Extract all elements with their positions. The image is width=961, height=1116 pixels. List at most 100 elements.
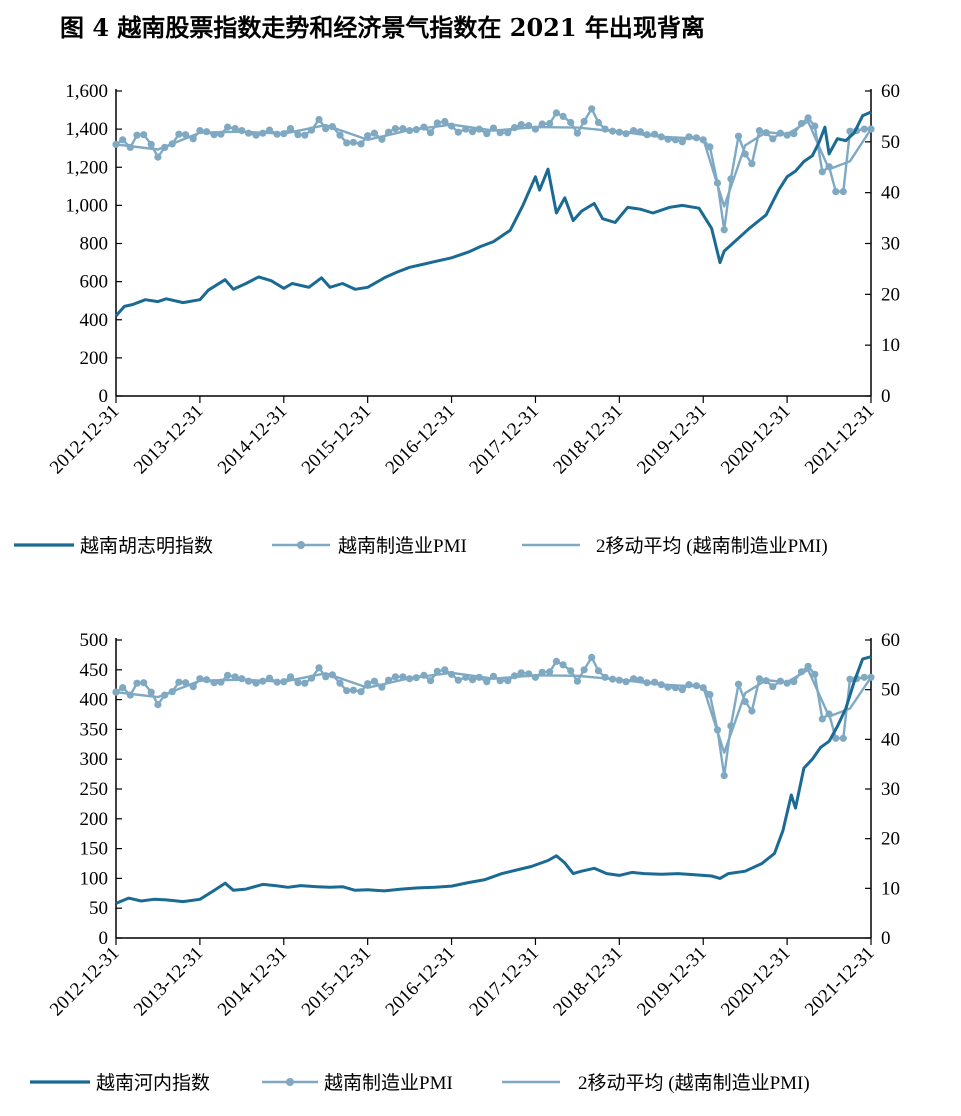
pmi-point [846, 675, 854, 683]
left-tick-label: 200 [80, 348, 109, 369]
pmi-point [385, 128, 393, 136]
pmi-point [651, 130, 659, 138]
left-tick-label: 100 [80, 868, 109, 889]
pmi-point [832, 734, 840, 742]
pmi-point [504, 129, 512, 137]
pmi-point [797, 119, 806, 128]
pmi-point [552, 657, 561, 665]
pmi-point [210, 679, 218, 687]
x-tick-label: 2018-12-31 [549, 943, 627, 1021]
pmi-point [839, 188, 847, 196]
pmi-point [412, 126, 420, 134]
pmi-point [818, 168, 826, 176]
pmi-point [203, 128, 211, 136]
pmi-point [860, 125, 868, 133]
right-tick-label: 20 [881, 829, 900, 850]
pmi-point [489, 124, 498, 132]
pmi-point [294, 131, 302, 139]
pmi-point [609, 675, 617, 683]
pmi-point [720, 226, 728, 234]
left-tick-label: 1,000 [65, 195, 108, 216]
pmi-point [294, 679, 302, 687]
legend-label: 2移动平均 (越南制造业PMI) [578, 1072, 810, 1094]
pmi-point [811, 122, 819, 130]
left-tick-label: 250 [80, 779, 109, 800]
pmi-point [224, 671, 232, 679]
pmi-point [699, 684, 707, 692]
x-tick-label: 2016-12-31 [382, 943, 460, 1021]
right-tick-label: 10 [881, 335, 900, 356]
pmi-point [322, 673, 330, 681]
right-tick-label: 0 [881, 386, 891, 407]
pmi-point [783, 131, 791, 139]
pmi-point [804, 662, 812, 670]
pmi-point [328, 123, 336, 131]
pmi-point [546, 119, 554, 128]
pmi-point [412, 674, 420, 682]
x-tick-label: 2014-12-31 [214, 401, 292, 479]
pmi-point [315, 664, 323, 672]
right-tick-label: 20 [881, 284, 900, 305]
pmi-point [301, 131, 309, 139]
pmi-point [671, 684, 680, 692]
pmi-point [427, 129, 435, 137]
pmi-point [762, 677, 770, 685]
x-tick-label: 2013-12-31 [130, 943, 208, 1021]
pmi-point [588, 653, 596, 661]
pmi-point [496, 129, 504, 137]
pmi-point [755, 675, 764, 683]
pmi-point [601, 125, 609, 133]
right-tick-label: 50 [881, 132, 900, 153]
pmi-point [630, 675, 638, 683]
left-tick-label: 1,400 [65, 119, 108, 140]
pmi-point [720, 772, 728, 780]
pmi-point [343, 687, 351, 695]
pmi-point [307, 674, 316, 682]
pmi-point [441, 117, 449, 126]
pmi-point [433, 667, 441, 675]
pmi-point [203, 676, 211, 684]
pmi-point [860, 673, 868, 681]
pmi-point [364, 680, 372, 688]
pmi-point [783, 679, 791, 687]
pmi-point [448, 670, 456, 678]
pmi-point [609, 127, 617, 135]
left-tick-label: 300 [80, 749, 109, 770]
pmi-point [259, 129, 267, 137]
pmi-point [811, 670, 819, 678]
pmi-point [273, 678, 281, 686]
pmi-point [790, 678, 798, 686]
pmi-point [378, 683, 386, 691]
pmi-point [657, 681, 665, 689]
series-line-stock-index [115, 655, 872, 905]
pmi-point [748, 160, 756, 168]
left-tick-label: 800 [80, 234, 109, 255]
pmi-point [357, 140, 365, 148]
pmi-point [217, 130, 225, 138]
x-tick-label: 2021-12-31 [801, 943, 879, 1021]
pmi-point [692, 134, 701, 142]
legend-label: 越南制造业PMI [338, 535, 467, 557]
x-tick-label: 2012-12-31 [46, 943, 124, 1021]
pmi-point [489, 672, 498, 680]
x-tick-label: 2018-12-31 [549, 401, 627, 479]
pmi-point [406, 127, 414, 135]
pmi-point [531, 673, 540, 681]
pmi-point [525, 670, 533, 678]
legend-marker [297, 541, 305, 549]
legend: 越南河内指数 越南制造业PMI 2移动平均 (越南制造业PMI) [30, 1072, 810, 1094]
pmi-point [420, 671, 428, 679]
pmi-point [244, 129, 253, 137]
pmi-point [231, 125, 239, 133]
hcm-index-chart: 0 200 400 600 800 1,000 1,200 1,400 1,600 0 10 20 30… [14, 81, 900, 557]
pmi-point [238, 675, 246, 683]
pmi-point [483, 678, 491, 686]
legend-label: 2移动平均 (越南制造业PMI) [596, 535, 828, 557]
pmi-point [594, 118, 603, 127]
left-tick-label: 350 [80, 719, 109, 740]
pmi-point [475, 673, 483, 681]
pmi-point [286, 673, 295, 681]
pmi-point [280, 130, 288, 138]
x-tick-label: 2017-12-31 [465, 943, 543, 1021]
pmi-point [678, 138, 686, 146]
